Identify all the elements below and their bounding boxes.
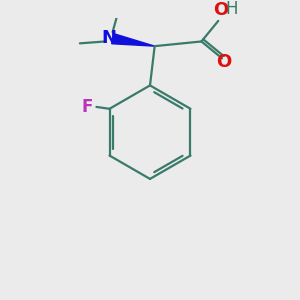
Polygon shape xyxy=(112,34,155,46)
Text: O: O xyxy=(213,1,229,19)
Text: H: H xyxy=(225,0,238,18)
Text: F: F xyxy=(81,98,93,116)
Text: O: O xyxy=(216,53,232,71)
Text: N: N xyxy=(101,29,116,47)
